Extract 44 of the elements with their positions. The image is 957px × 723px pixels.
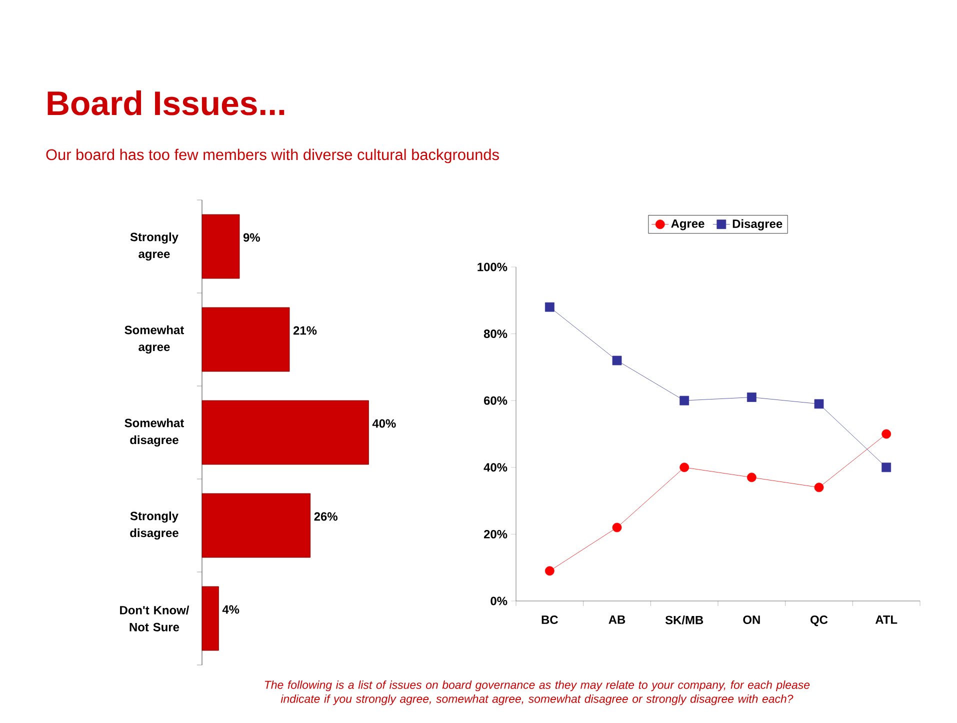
x-tick-label: BC — [542, 616, 558, 624]
point — [746, 392, 756, 402]
y-tick-label: 80% — [484, 330, 508, 338]
y-tick-label: 0% — [490, 596, 508, 606]
x-tick-label: AB — [608, 616, 626, 624]
point — [680, 396, 690, 406]
y-tick-label: Don't Know/ Not Sure — [120, 606, 190, 632]
point — [814, 482, 824, 492]
bar — [202, 400, 369, 465]
chart-subtitle: Our board has too few members with diverse cultural backgrounds — [46, 148, 499, 164]
point — [680, 462, 690, 472]
text: The following is a list of issues on board governance as they may relate to your company, for each please indicate if you strongly agree, somewhat agree, somewhat disagree or strongly disagree with each? — [264, 680, 810, 706]
bar — [202, 586, 219, 651]
y-tick-label: 20% — [484, 530, 508, 538]
data-label: 21% — [293, 326, 317, 335]
data-label: 26% — [314, 512, 338, 521]
point — [544, 302, 554, 312]
data-label: 40% — [372, 419, 396, 428]
x-tick-label: SK/MB — [665, 616, 704, 624]
x-tick-label: QC — [810, 616, 828, 626]
point — [544, 566, 554, 576]
point — [612, 356, 622, 366]
x-tick-label: ON — [743, 616, 760, 624]
legend-label: Disagree — [732, 219, 782, 230]
data-label: 4% — [222, 605, 240, 614]
point — [882, 462, 892, 472]
legend-label: Agree — [671, 219, 704, 230]
chart-title: Board Issues... — [48, 90, 284, 116]
data-label: 9% — [243, 233, 260, 242]
point — [746, 472, 756, 482]
y-tick-label: 60% — [484, 396, 508, 405]
y-tick-label: Somewhat agree — [124, 325, 184, 354]
x-tick-label: ATL — [875, 616, 898, 624]
y-tick-label: Strongly agree — [130, 232, 178, 261]
y-tick-label: 100% — [478, 262, 508, 272]
bar — [202, 307, 290, 372]
bar — [202, 214, 240, 279]
bar — [202, 493, 311, 558]
point — [814, 399, 824, 409]
y-tick-label: Strongly disagree — [130, 511, 178, 540]
y-tick-label: 40% — [484, 463, 508, 472]
point — [612, 522, 622, 532]
y-tick-label: Somewhat disagree — [124, 418, 184, 447]
point — [882, 429, 892, 439]
